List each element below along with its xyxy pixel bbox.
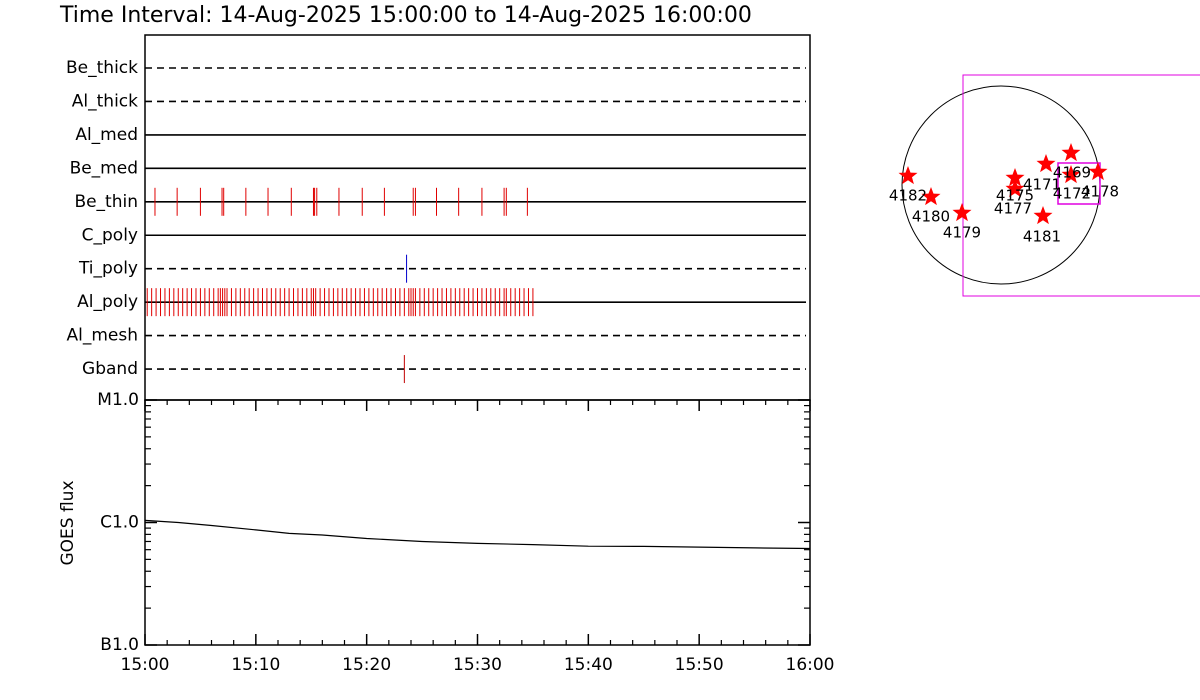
region-star — [1088, 162, 1108, 181]
region-star — [1005, 179, 1025, 198]
region-star — [898, 166, 918, 185]
y-tick-label: B1.0 — [100, 635, 139, 655]
region-star — [952, 203, 972, 222]
region-label: 4169 — [1053, 164, 1091, 182]
y-tick-label: C1.0 — [100, 513, 139, 533]
target-box — [1057, 162, 1101, 205]
region-label: 4175 — [996, 187, 1034, 205]
region-label: 4182 — [889, 187, 927, 205]
filter-panel-frame — [144, 34, 811, 401]
filter-label: Al_poly — [77, 292, 138, 312]
y-axis-label: GOES flux — [58, 480, 78, 565]
chart-title: Time Interval: 14-Aug-2025 15:00:00 to 1… — [59, 3, 752, 28]
filter-label: Al_med — [75, 125, 138, 145]
x-tick-label: 15:10 — [231, 655, 280, 675]
goes-panel-frame — [144, 399, 811, 646]
region-star — [1033, 206, 1053, 225]
filter-label: Gband — [82, 359, 138, 379]
x-tick-label: 15:40 — [564, 655, 613, 675]
x-tick-label: 15:00 — [121, 655, 170, 675]
region-label: 4172 — [1053, 185, 1091, 203]
region-star — [921, 187, 941, 206]
filter-label: Be_thin — [74, 192, 138, 212]
region-label: 4177 — [994, 200, 1032, 218]
region-label: 4171 — [1023, 176, 1061, 194]
region-star — [1061, 143, 1081, 162]
region-label: 4178 — [1081, 183, 1119, 201]
filter-label: Al_thick — [72, 91, 138, 111]
filter-label: Al_mesh — [66, 326, 138, 346]
x-tick-label: 15:30 — [453, 655, 502, 675]
fov-box — [962, 74, 1200, 297]
region-star — [1005, 168, 1025, 187]
region-label: 4179 — [943, 224, 981, 242]
region-label: 4181 — [1023, 228, 1061, 246]
x-tick-label: 15:20 — [342, 655, 391, 675]
x-tick-label: 16:00 — [786, 655, 835, 675]
filter-label: Ti_poly — [78, 259, 138, 279]
region-star — [1036, 154, 1056, 173]
region-star — [1061, 165, 1081, 184]
goes-curve — [144, 519, 811, 550]
x-tick-label: 15:50 — [675, 655, 724, 675]
filter-label: Be_thick — [66, 58, 138, 78]
filter-label: C_poly — [82, 225, 138, 245]
filter-label: Be_med — [70, 158, 138, 178]
y-tick-label: M1.0 — [97, 390, 139, 410]
region-label: 4180 — [912, 208, 950, 226]
